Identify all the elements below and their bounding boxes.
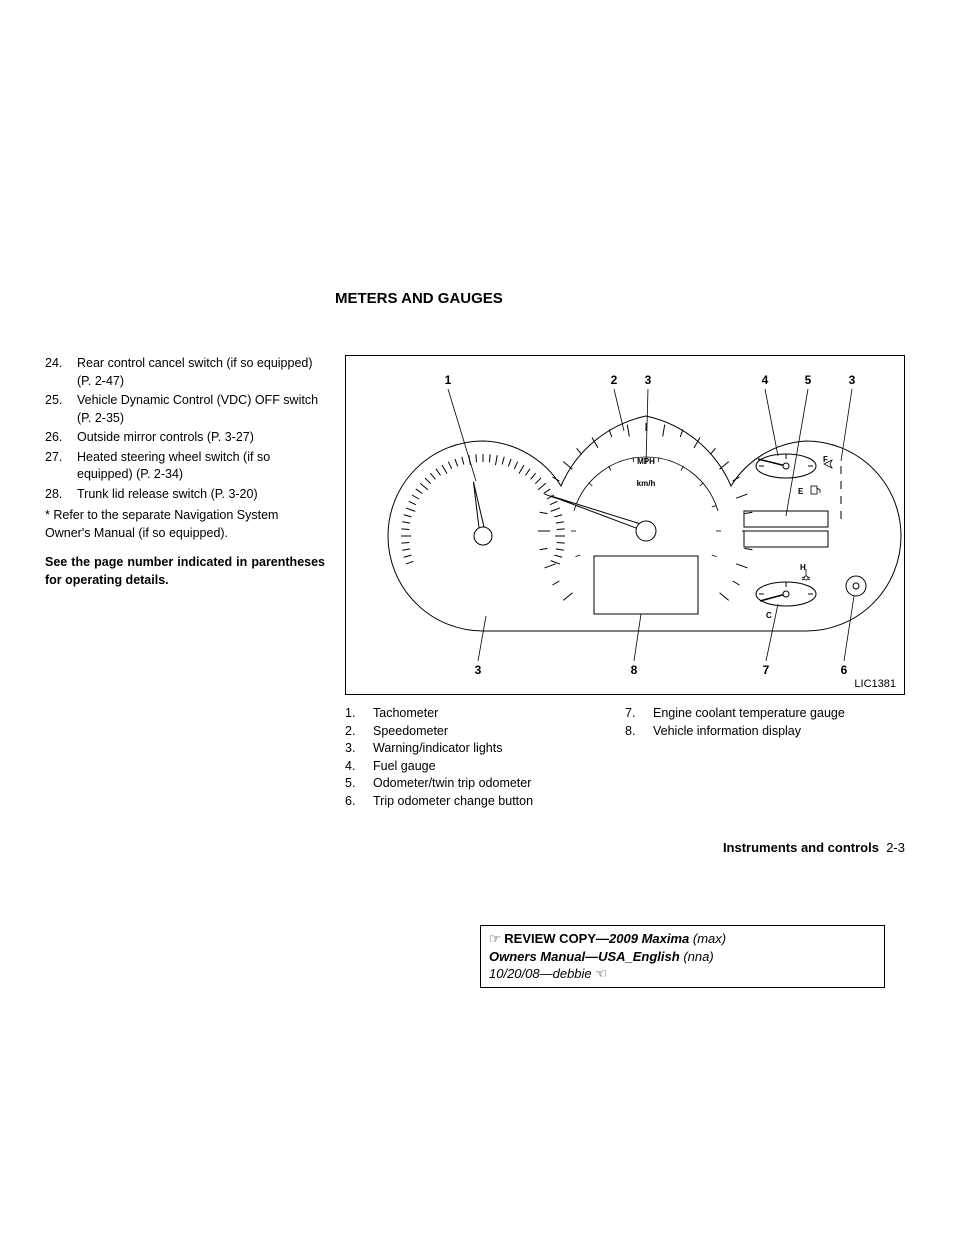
- footer-section-name: Instruments and controls: [723, 840, 879, 855]
- list-number: 26.: [45, 429, 77, 447]
- callout-num: 1: [445, 373, 452, 387]
- legend-item: 8.Vehicle information display: [625, 723, 905, 741]
- footnote: * Refer to the separate Navigation Syste…: [45, 507, 325, 542]
- list-text: Vehicle Dynamic Control (VDC) OFF switch…: [77, 392, 325, 427]
- list-number: 28.: [45, 486, 77, 504]
- callout-num: 7: [763, 663, 770, 677]
- review-copy-box: ☞ REVIEW COPY—2009 Maxima (max) Owners M…: [480, 925, 885, 988]
- review-line-3: 10/20/08—debbie ☜: [489, 965, 876, 983]
- legend: 1.Tachometer 2.Speedometer 3.Warning/ind…: [345, 705, 905, 810]
- kmh-label: km/h: [637, 479, 656, 488]
- callout-num: 3: [849, 373, 856, 387]
- fuel-gauge: [756, 454, 816, 478]
- numbered-list: 24. Rear control cancel switch (if so eq…: [45, 355, 325, 503]
- right-column: MPH km/h: [345, 355, 905, 855]
- page-content: METERS AND GAUGES 24. Rear control cance…: [45, 290, 909, 855]
- callout-num: 4: [762, 373, 769, 387]
- section-footer: Instruments and controls 2-3: [345, 840, 905, 855]
- list-item: 26. Outside mirror controls (P. 3-27): [45, 429, 325, 447]
- callout-num: 3: [475, 663, 482, 677]
- legend-item: 1.Tachometer: [345, 705, 625, 723]
- callout-num: 3: [645, 373, 652, 387]
- review-line-1: ☞ REVIEW COPY—2009 Maxima (max): [489, 930, 876, 948]
- two-column-layout: 24. Rear control cancel switch (if so eq…: [45, 355, 909, 855]
- hand-left-icon: ☜: [595, 966, 607, 981]
- left-column: 24. Rear control cancel switch (if so eq…: [45, 355, 325, 855]
- tachometer-ticks: [401, 454, 565, 564]
- legend-item: 3.Warning/indicator lights: [345, 740, 625, 758]
- list-item: 24. Rear control cancel switch (if so eq…: [45, 355, 325, 390]
- list-number: 25.: [45, 392, 77, 427]
- fuel-e-label: E: [798, 487, 804, 496]
- list-text: Trunk lid release switch (P. 3-20): [77, 486, 325, 504]
- list-text: Rear control cancel switch (if so equipp…: [77, 355, 325, 390]
- review-line-2: Owners Manual—USA_English (nna): [489, 948, 876, 966]
- list-item: 25. Vehicle Dynamic Control (VDC) OFF sw…: [45, 392, 325, 427]
- list-item: 28. Trunk lid release switch (P. 3-20): [45, 486, 325, 504]
- legend-item: 6.Trip odometer change button: [345, 793, 625, 811]
- legend-col-left: 1.Tachometer 2.Speedometer 3.Warning/ind…: [345, 705, 625, 810]
- list-number: 27.: [45, 449, 77, 484]
- temp-h-label: H: [800, 563, 806, 572]
- legend-item: 2.Speedometer: [345, 723, 625, 741]
- legend-item: 7.Engine coolant temperature gauge: [625, 705, 905, 723]
- temp-gauge: [756, 582, 816, 606]
- bold-note: See the page number indicated in parenth…: [45, 554, 325, 589]
- callout-num: 6: [841, 663, 848, 677]
- hand-right-icon: ☞: [489, 931, 501, 946]
- legend-item: 4.Fuel gauge: [345, 758, 625, 776]
- footer-page-num: 2-3: [886, 840, 905, 855]
- temp-c-label: C: [766, 611, 772, 620]
- gauge-cluster-svg: MPH km/h: [346, 356, 906, 696]
- legend-col-right: 7.Engine coolant temperature gauge 8.Veh…: [625, 705, 905, 810]
- callout-num: 8: [631, 663, 638, 677]
- list-number: 24.: [45, 355, 77, 390]
- gauge-diagram-figure: MPH km/h: [345, 355, 905, 695]
- callout-num: 5: [805, 373, 812, 387]
- list-item: 27. Heated steering wheel switch (if so …: [45, 449, 325, 484]
- figure-code: LIC1381: [854, 678, 896, 690]
- section-title: METERS AND GAUGES: [335, 290, 909, 307]
- legend-item: 5.Odometer/twin trip odometer: [345, 775, 625, 793]
- list-text: Outside mirror controls (P. 3-27): [77, 429, 325, 447]
- callout-num: 2: [611, 373, 618, 387]
- list-text: Heated steering wheel switch (if so equi…: [77, 449, 325, 484]
